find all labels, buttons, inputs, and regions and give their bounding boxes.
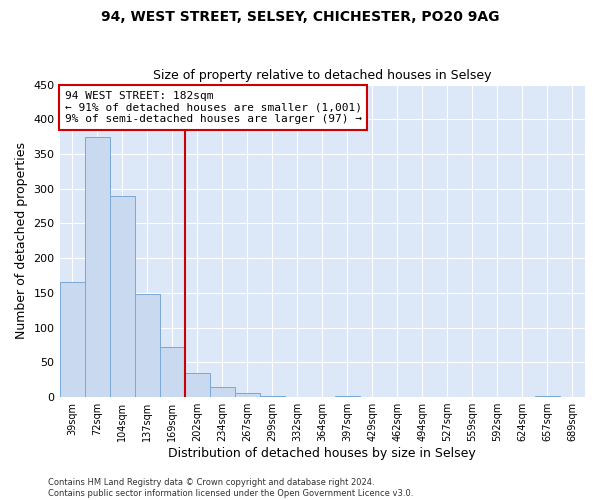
Y-axis label: Number of detached properties: Number of detached properties: [15, 142, 28, 340]
Bar: [85, 136, 110, 397]
Bar: [260, 396, 285, 397]
Bar: [134, 294, 160, 397]
Title: Size of property relative to detached houses in Selsey: Size of property relative to detached ho…: [153, 69, 491, 82]
Bar: [335, 396, 360, 397]
Bar: [160, 347, 185, 397]
Bar: [59, 282, 85, 397]
Bar: [235, 393, 260, 397]
X-axis label: Distribution of detached houses by size in Selsey: Distribution of detached houses by size …: [169, 447, 476, 460]
Bar: [185, 373, 209, 397]
Text: 94 WEST STREET: 182sqm
← 91% of detached houses are smaller (1,001)
9% of semi-d: 94 WEST STREET: 182sqm ← 91% of detached…: [65, 91, 362, 124]
Bar: [535, 396, 560, 397]
Bar: [209, 386, 235, 397]
Text: Contains HM Land Registry data © Crown copyright and database right 2024.
Contai: Contains HM Land Registry data © Crown c…: [48, 478, 413, 498]
Bar: [110, 196, 134, 397]
Text: 94, WEST STREET, SELSEY, CHICHESTER, PO20 9AG: 94, WEST STREET, SELSEY, CHICHESTER, PO2…: [101, 10, 499, 24]
